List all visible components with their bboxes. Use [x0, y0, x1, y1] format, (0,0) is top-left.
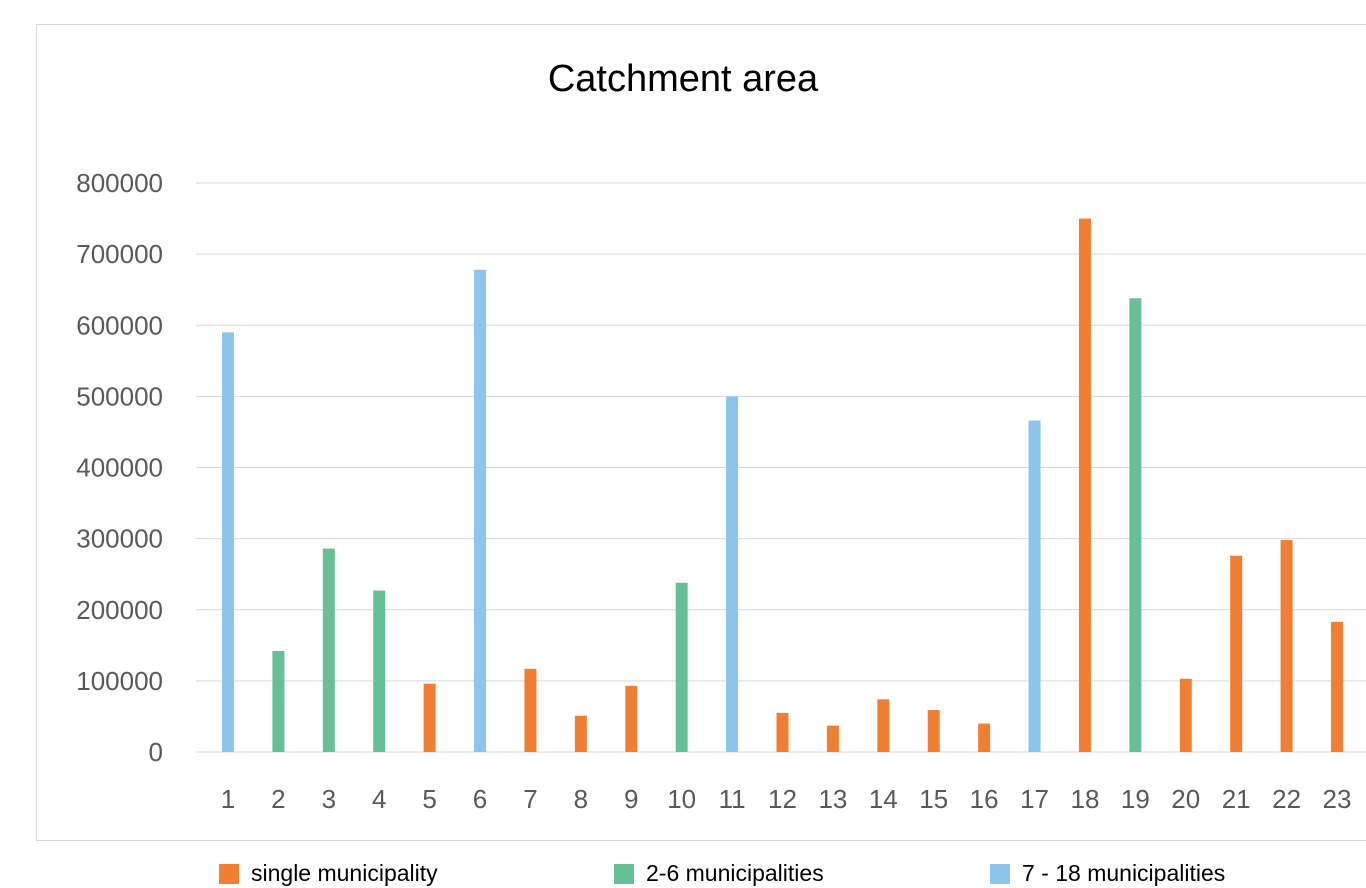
- x-tick-label: 14: [869, 784, 898, 814]
- x-tick-label: 15: [919, 784, 948, 814]
- legend-swatch: [219, 863, 239, 884]
- legend-item-7-18-municipalities: 7 - 18 municipalities: [990, 860, 1225, 887]
- legend-label: 2-6 municipalities: [646, 860, 824, 886]
- bar-22: [1280, 540, 1293, 752]
- bar-23: [1331, 621, 1343, 752]
- bar-11: [726, 396, 739, 752]
- bar-2: [272, 651, 285, 752]
- bar-14: [877, 699, 890, 752]
- x-tick-label: 6: [473, 784, 487, 814]
- y-tick-label: 700000: [76, 239, 163, 269]
- y-tick-label: 0: [149, 737, 163, 767]
- y-tick-label: 800000: [76, 168, 163, 198]
- x-tick-label: 16: [970, 784, 999, 814]
- bar-15: [927, 710, 940, 752]
- y-tick-label: 600000: [76, 310, 163, 340]
- bar-17: [1028, 420, 1041, 752]
- legend-swatch: [990, 863, 1010, 884]
- x-tick-label: 9: [624, 784, 638, 814]
- bar-16: [978, 723, 991, 752]
- chart-frame: [36, 24, 1366, 841]
- x-tick-labels: 1 2 3 4 5 6 7 8 9 10 11 12 13 14 15 16 17 18 19 20 21 22 23: [221, 784, 1352, 814]
- x-tick-label: 8: [574, 784, 588, 814]
- bar-1: [222, 332, 234, 752]
- y-tick-labels: 0 100000 200000 300000 400000 500000 600000 700…: [76, 168, 163, 767]
- x-tick-label: 2: [271, 784, 285, 814]
- bar-18: [1078, 218, 1091, 752]
- bar-12: [776, 712, 789, 752]
- legend-label: 7 - 18 municipalities: [1022, 860, 1226, 886]
- y-tick-label: 100000: [76, 666, 163, 696]
- y-tick-label: 200000: [76, 595, 163, 625]
- x-tick-label: 5: [422, 784, 436, 814]
- bar-13: [826, 725, 839, 752]
- legend-swatch: [614, 863, 634, 884]
- x-tick-label: 10: [667, 784, 696, 814]
- bar-9: [625, 685, 638, 752]
- x-tick-label: 19: [1121, 784, 1150, 814]
- bar-10: [675, 582, 688, 752]
- y-tick-label: 300000: [76, 524, 163, 554]
- x-tick-label: 7: [523, 784, 537, 814]
- bar-5: [423, 683, 436, 752]
- legend: single municipality 2-6 municipalities 7…: [0, 860, 1366, 888]
- x-tick-label: 12: [768, 784, 797, 814]
- bar-6: [474, 269, 487, 752]
- bar-7: [524, 668, 537, 752]
- x-tick-label: 17: [1020, 784, 1049, 814]
- x-tick-label: 22: [1272, 784, 1301, 814]
- y-tick-label: 500000: [76, 381, 163, 411]
- x-tick-label: 20: [1171, 784, 1200, 814]
- x-tick-label: 11: [719, 784, 746, 814]
- chart-title: Catchment area: [547, 58, 819, 100]
- x-tick-label: 23: [1323, 784, 1352, 814]
- bar-8: [574, 715, 587, 752]
- legend-item-single-municipality: single municipality: [219, 860, 438, 887]
- x-tick-label: 13: [818, 784, 847, 814]
- x-tick-label: 1: [221, 784, 235, 814]
- bar-21: [1230, 555, 1243, 752]
- bars: [222, 218, 1343, 752]
- bar-3: [322, 548, 335, 752]
- y-tick-label: 400000: [76, 453, 163, 483]
- legend-label: single municipality: [251, 860, 438, 886]
- bar-19: [1129, 298, 1142, 752]
- bar-4: [373, 590, 386, 752]
- legend-item-2-6-municipalities: 2-6 municipalities: [614, 860, 824, 887]
- x-tick-label: 3: [322, 784, 336, 814]
- bar-20: [1179, 678, 1192, 752]
- gridlines: [196, 182, 1366, 753]
- x-tick-label: 4: [372, 784, 386, 814]
- x-tick-label: 21: [1222, 784, 1251, 814]
- x-tick-label: 18: [1070, 784, 1099, 814]
